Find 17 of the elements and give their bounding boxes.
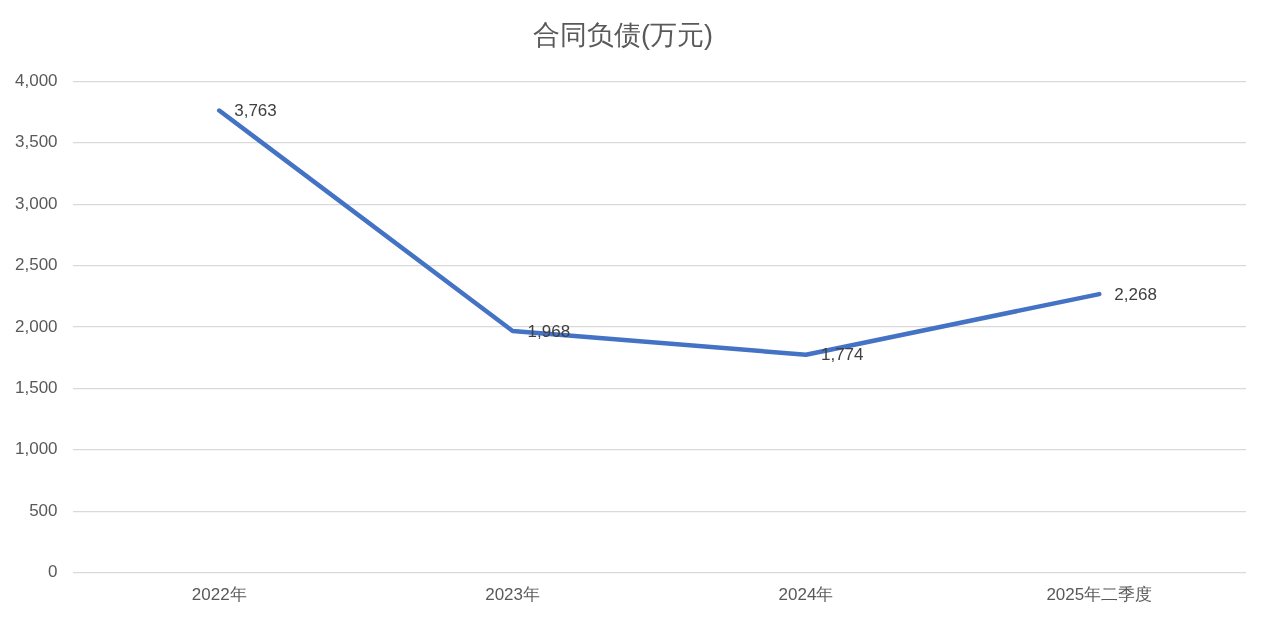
x-tick-label: 2022年	[191, 585, 247, 605]
y-tick-label: 4,000	[14, 71, 58, 91]
x-tick-label: 2025年二季度	[1046, 585, 1153, 605]
y-tick-label: 1,500	[14, 378, 58, 398]
x-tick-label: 2024年	[778, 585, 834, 605]
y-tick-label: 500	[29, 500, 58, 520]
data-label: 2,268	[1114, 284, 1157, 304]
y-tick-label: 0	[48, 562, 58, 582]
data-label: 3,763	[234, 101, 277, 121]
y-tick-label: 1,000	[14, 439, 58, 459]
y-tick-label: 2,500	[14, 255, 58, 275]
data-label: 1,774	[820, 345, 864, 365]
y-tick-label: 3,000	[14, 193, 58, 213]
chart-title: 合同负债(万元)	[533, 19, 713, 50]
y-tick-label: 2,000	[14, 316, 58, 336]
x-tick-label: 2023年	[485, 585, 540, 605]
y-tick-label: 3,500	[14, 132, 58, 152]
